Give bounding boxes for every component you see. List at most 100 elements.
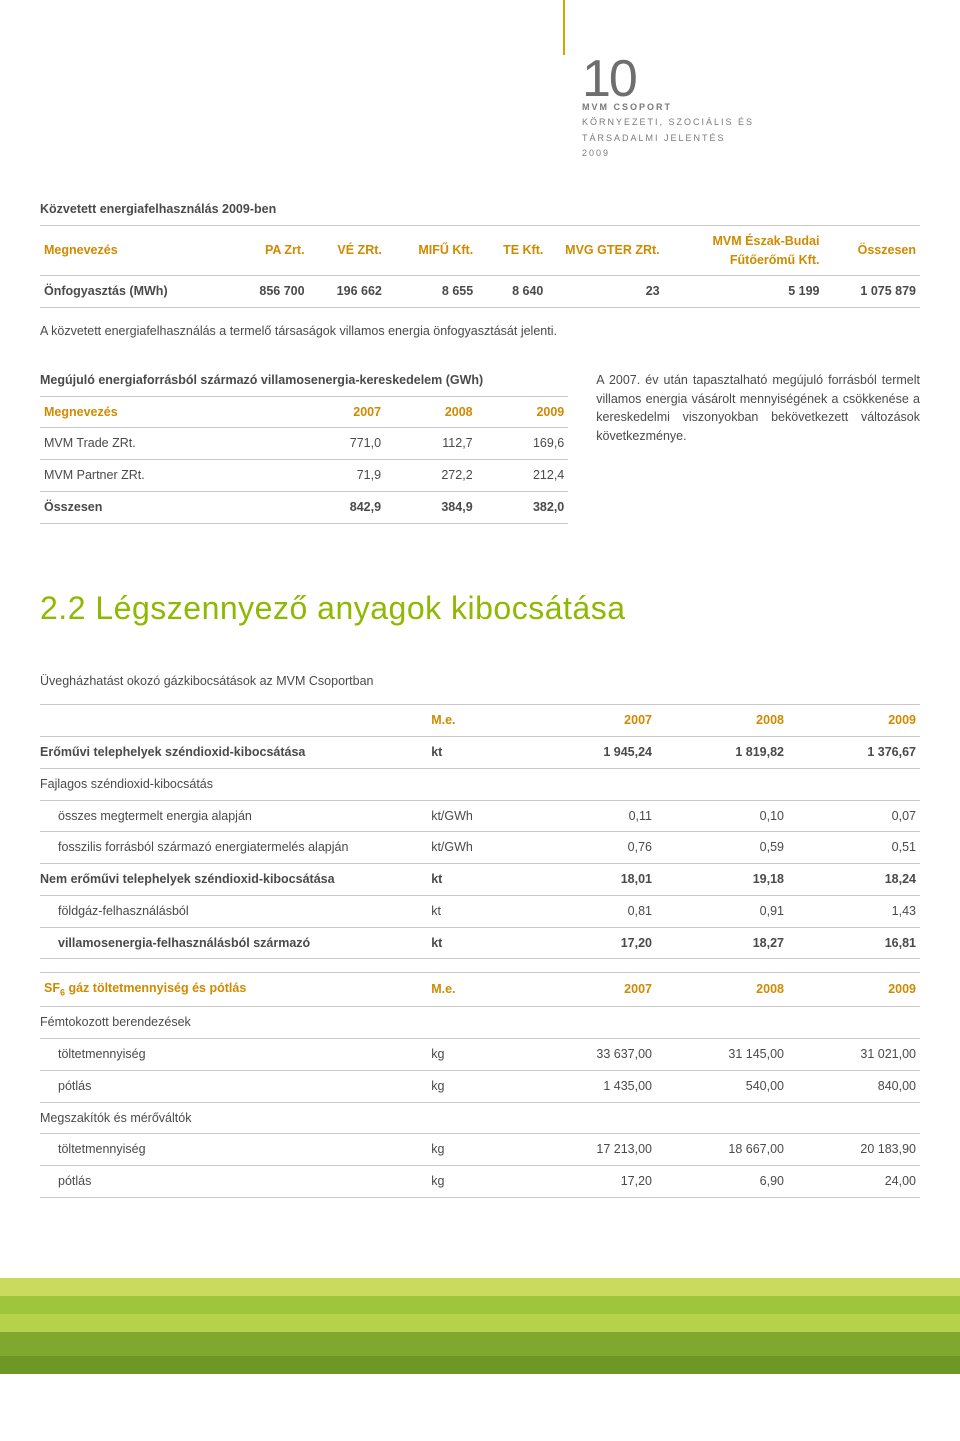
header-line2: KÖRNYEZETI, SZOCIÁLIS ÉS bbox=[582, 115, 754, 130]
table1-c7: 1 075 879 bbox=[823, 276, 920, 308]
table2: Megnevezés 2007 2008 2009 MVM Trade ZRt.… bbox=[40, 396, 568, 524]
table-cell bbox=[788, 768, 920, 800]
table-cell: kt/GWh bbox=[427, 800, 524, 832]
table-row: Erőművi telephelyek széndioxid-kibocsátá… bbox=[40, 737, 920, 769]
table-cell bbox=[427, 768, 524, 800]
table3-title: Üvegházhatást okozó gázkibocsátások az M… bbox=[40, 672, 920, 691]
table-cell: 0,81 bbox=[524, 895, 656, 927]
table-row: töltetmennyiségkg17 213,0018 667,0020 18… bbox=[40, 1134, 920, 1166]
table1-header-row: Megnevezés PA Zrt. VÉ ZRt. MIFŰ Kft. TE … bbox=[40, 225, 920, 276]
table-cell: kt/GWh bbox=[427, 832, 524, 864]
section-heading: 2.2 Légszennyező anyagok kibocsátása bbox=[40, 584, 920, 632]
table-cell: kt bbox=[427, 895, 524, 927]
table2-header-row: Megnevezés 2007 2008 2009 bbox=[40, 396, 568, 428]
document-header: MVM CSOPORT KÖRNYEZETI, SZOCIÁLIS ÉS TÁR… bbox=[582, 100, 754, 161]
table-cell bbox=[427, 1102, 524, 1134]
table-cell: 6,90 bbox=[656, 1166, 788, 1198]
table-row: töltetmennyiségkg33 637,0031 145,0031 02… bbox=[40, 1039, 920, 1071]
t2h3: 2009 bbox=[477, 396, 569, 428]
table-cell: kt bbox=[427, 927, 524, 959]
t3sh0: SF6 gáz töltetmennyiség és pótlás bbox=[40, 973, 427, 1007]
t2h2: 2008 bbox=[385, 396, 477, 428]
table3-header-row: M.e. 2007 2008 2009 bbox=[40, 705, 920, 737]
t3h3: 2008 bbox=[656, 705, 788, 737]
table-cell: 18,27 bbox=[656, 927, 788, 959]
table-cell: 20 183,90 bbox=[788, 1134, 920, 1166]
t3h2: 2007 bbox=[524, 705, 656, 737]
table-cell: 1 819,82 bbox=[656, 737, 788, 769]
table-row: fosszilis forrásból származó energiaterm… bbox=[40, 832, 920, 864]
table-cell: pótlás bbox=[40, 1070, 427, 1102]
t3sh1: M.e. bbox=[427, 973, 524, 1007]
table-cell bbox=[656, 768, 788, 800]
table1-h0: Megnevezés bbox=[40, 225, 231, 276]
table-cell: 18 667,00 bbox=[656, 1134, 788, 1166]
t2r1c1: 71,9 bbox=[293, 460, 385, 492]
table-cell bbox=[524, 768, 656, 800]
table1-h4: TE Kft. bbox=[477, 225, 547, 276]
table-row: Nem erőművi telephelyek széndioxid-kiboc… bbox=[40, 864, 920, 896]
table-cell: 18,24 bbox=[788, 864, 920, 896]
table-cell: kg bbox=[427, 1166, 524, 1198]
table-cell: kg bbox=[427, 1039, 524, 1071]
table-cell: 17,20 bbox=[524, 1166, 656, 1198]
table-cell: 540,00 bbox=[656, 1070, 788, 1102]
header-line4: 2009 bbox=[582, 146, 754, 161]
t2r1c3: 212,4 bbox=[477, 460, 569, 492]
footer-stripe bbox=[0, 1278, 960, 1296]
table-cell: 1 435,00 bbox=[524, 1070, 656, 1102]
header-line1: MVM CSOPORT bbox=[582, 100, 754, 115]
t2r1c0: MVM Partner ZRt. bbox=[40, 460, 293, 492]
table-cell: töltetmennyiség bbox=[40, 1134, 427, 1166]
table-cell: pótlás bbox=[40, 1166, 427, 1198]
table-cell: 0,76 bbox=[524, 832, 656, 864]
table2-title: Megújuló energiaforrásból származó villa… bbox=[40, 371, 568, 390]
table1-row: Önfogyasztás (MWh) 856 700 196 662 8 655… bbox=[40, 276, 920, 308]
table-cell: 0,07 bbox=[788, 800, 920, 832]
table-cell: kt bbox=[427, 864, 524, 896]
footer-stripe bbox=[0, 1332, 960, 1356]
table1-c1: 856 700 bbox=[231, 276, 308, 308]
t2r2c2: 384,9 bbox=[385, 491, 477, 523]
table1-h5: MVG GTER ZRt. bbox=[547, 225, 663, 276]
table2-row-1: MVM Partner ZRt. 71,9 272,2 212,4 bbox=[40, 460, 568, 492]
t2h0: Megnevezés bbox=[40, 396, 293, 428]
t3h0 bbox=[40, 705, 427, 737]
table-row: összes megtermelt energia alapjánkt/GWh0… bbox=[40, 800, 920, 832]
table1-h6: MVM Észak-Budai Fűtőerőmű Kft. bbox=[664, 225, 824, 276]
t3sh2: 2007 bbox=[524, 973, 656, 1007]
table3: M.e. 2007 2008 2009 Erőművi telephelyek … bbox=[40, 704, 920, 1198]
table-cell bbox=[656, 1007, 788, 1039]
table-cell: 0,11 bbox=[524, 800, 656, 832]
table1-c3: 8 655 bbox=[386, 276, 477, 308]
table-cell: 0,91 bbox=[656, 895, 788, 927]
footer-stripe bbox=[0, 1314, 960, 1332]
table-row: villamosenergia-felhasználásból származó… bbox=[40, 927, 920, 959]
table-cell: 31 021,00 bbox=[788, 1039, 920, 1071]
table-row: Fémtokozott berendezések bbox=[40, 1007, 920, 1039]
table-cell: kg bbox=[427, 1134, 524, 1166]
t3h1: M.e. bbox=[427, 705, 524, 737]
table1-title: Közvetett energiafelhasználás 2009-ben bbox=[40, 200, 920, 219]
table-cell: földgáz-felhasználásból bbox=[40, 895, 427, 927]
table-row: földgáz-felhasználásbólkt0,810,911,43 bbox=[40, 895, 920, 927]
table-cell: 18,01 bbox=[524, 864, 656, 896]
table-cell: 0,10 bbox=[656, 800, 788, 832]
table2-row-0: MVM Trade ZRt. 771,0 112,7 169,6 bbox=[40, 428, 568, 460]
table-cell: 1 945,24 bbox=[524, 737, 656, 769]
t2r0c2: 112,7 bbox=[385, 428, 477, 460]
t2h1: 2007 bbox=[293, 396, 385, 428]
table-row: Fajlagos széndioxid-kibocsátás bbox=[40, 768, 920, 800]
table-cell: kt bbox=[427, 737, 524, 769]
t2r2c3: 382,0 bbox=[477, 491, 569, 523]
table-cell bbox=[427, 1007, 524, 1039]
sf-rest: gáz töltetmennyiség és pótlás bbox=[65, 981, 246, 995]
table-cell: Fémtokozott berendezések bbox=[40, 1007, 427, 1039]
t2r1c2: 272,2 bbox=[385, 460, 477, 492]
table-cell: 0,51 bbox=[788, 832, 920, 864]
table-cell: összes megtermelt energia alapján bbox=[40, 800, 427, 832]
table-cell: Nem erőművi telephelyek széndioxid-kiboc… bbox=[40, 864, 427, 896]
table-cell: fosszilis forrásból származó energiaterm… bbox=[40, 832, 427, 864]
footer-stripes bbox=[0, 1278, 960, 1374]
table1-h7: Összesen bbox=[823, 225, 920, 276]
